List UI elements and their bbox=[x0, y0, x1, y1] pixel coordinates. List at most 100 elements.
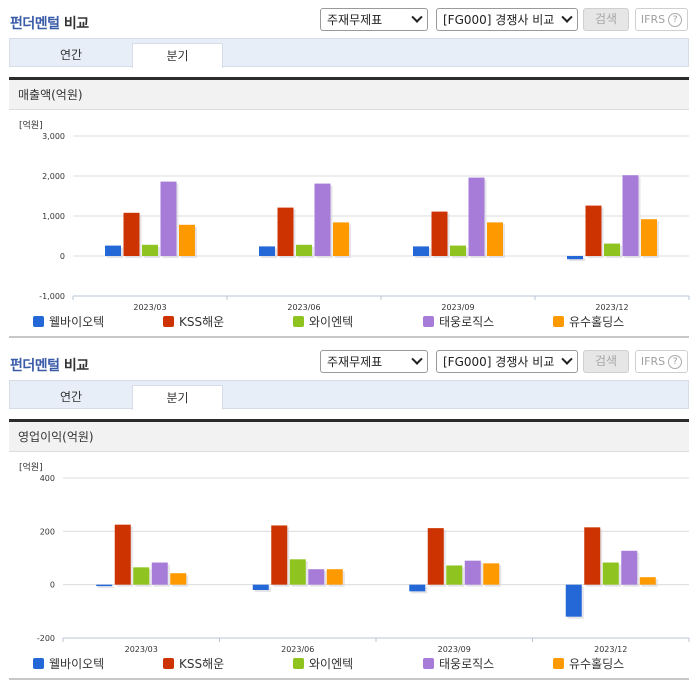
legend-swatch-icon bbox=[163, 658, 174, 669]
search-button[interactable]: 검색 bbox=[583, 8, 629, 31]
ifrs-button[interactable]: IFRS ? bbox=[635, 8, 688, 31]
bar[interactable] bbox=[259, 246, 275, 256]
legend-item[interactable]: 와이엔텍 bbox=[293, 313, 353, 330]
divider bbox=[9, 678, 689, 680]
x-tick-label: 2023/03 bbox=[133, 303, 166, 312]
bar[interactable] bbox=[105, 245, 121, 256]
legend-swatch-icon bbox=[293, 316, 304, 327]
bar[interactable] bbox=[604, 243, 620, 256]
bar[interactable] bbox=[413, 246, 429, 256]
compare-select[interactable]: [FG000] 경쟁사 비교 bbox=[436, 350, 578, 373]
help-icon: ? bbox=[668, 354, 683, 369]
x-tick-label: 2023/12 bbox=[595, 303, 628, 312]
legend-item[interactable]: KSS해운 bbox=[163, 655, 224, 672]
bar[interactable] bbox=[602, 562, 619, 585]
bar[interactable] bbox=[326, 569, 343, 585]
bar[interactable] bbox=[333, 222, 349, 256]
divider bbox=[9, 77, 689, 80]
bar[interactable] bbox=[96, 584, 113, 587]
title-suffix: 비교 bbox=[63, 16, 89, 32]
bar[interactable] bbox=[308, 569, 325, 585]
bar[interactable] bbox=[289, 559, 306, 585]
bar[interactable] bbox=[431, 211, 448, 256]
statement-select-value: 주재무제표 bbox=[327, 13, 383, 27]
chart-legend: 웰바이오텍 KSS해운 와이엔텍 태웅로직스 유수홀딩스 bbox=[0, 313, 696, 329]
period-tabs: 연간 분기 bbox=[9, 38, 689, 68]
bar[interactable] bbox=[585, 205, 602, 256]
legend-swatch-icon bbox=[293, 658, 304, 669]
bar[interactable] bbox=[277, 207, 294, 256]
bar[interactable] bbox=[314, 183, 331, 256]
legend-item[interactable]: 유수홀딩스 bbox=[553, 313, 624, 330]
section-title: 영업이익(억원) bbox=[9, 422, 689, 452]
search-button[interactable]: 검색 bbox=[583, 350, 629, 373]
compare-select[interactable]: [FG000] 경쟁사 비교 bbox=[436, 8, 578, 31]
panel-title: 펀더멘털 비교 bbox=[10, 355, 89, 375]
bar[interactable] bbox=[170, 573, 187, 585]
tab-quarterly[interactable]: 분기 bbox=[132, 385, 223, 410]
bar[interactable] bbox=[468, 177, 485, 256]
tab-quarterly[interactable]: 분기 bbox=[132, 43, 223, 68]
tab-annual[interactable]: 연간 bbox=[59, 390, 83, 404]
bar[interactable] bbox=[567, 256, 583, 260]
bar[interactable] bbox=[133, 567, 150, 585]
bar[interactable] bbox=[271, 525, 288, 585]
compare-select-value: [FG000] 경쟁사 비교 bbox=[443, 355, 555, 369]
legend-label: 유수홀딩스 bbox=[569, 657, 625, 671]
bar[interactable] bbox=[179, 224, 195, 256]
bar[interactable] bbox=[446, 565, 463, 585]
period-tabs: 연간 분기 bbox=[9, 380, 689, 410]
bar[interactable] bbox=[464, 560, 481, 585]
y-axis-unit: [억원] bbox=[19, 463, 43, 473]
legend-item[interactable]: 태웅로직스 bbox=[423, 313, 494, 330]
legend-label: KSS해운 bbox=[179, 315, 225, 329]
fundamental-compare-panel-operating-profit: 펀더멘털 비교 주재무제표 [FG000] 경쟁사 비교 검색 IFRS ? 연… bbox=[0, 342, 696, 684]
bar[interactable] bbox=[622, 175, 639, 256]
bar[interactable] bbox=[252, 584, 269, 590]
ifrs-button[interactable]: IFRS ? bbox=[635, 350, 688, 373]
bar[interactable] bbox=[409, 584, 426, 592]
legend-item[interactable]: KSS해운 bbox=[163, 313, 224, 330]
bar[interactable] bbox=[565, 584, 582, 617]
divider bbox=[9, 336, 689, 338]
x-tick-label: 2023/06 bbox=[287, 303, 320, 312]
section-title: 매출액(억원) bbox=[9, 80, 689, 110]
legend-item[interactable]: 태웅로직스 bbox=[423, 655, 494, 672]
bar[interactable] bbox=[160, 181, 177, 256]
compare-select-value: [FG000] 경쟁사 비교 bbox=[443, 13, 555, 27]
bar[interactable] bbox=[427, 528, 444, 585]
bar[interactable] bbox=[450, 245, 466, 256]
legend-label: 태웅로직스 bbox=[439, 657, 495, 671]
bar[interactable] bbox=[584, 527, 601, 585]
legend-item[interactable]: 유수홀딩스 bbox=[553, 655, 624, 672]
bar[interactable] bbox=[639, 577, 656, 585]
statement-select[interactable]: 주재무제표 bbox=[320, 350, 428, 373]
bar[interactable] bbox=[114, 524, 131, 585]
panel-title: 펀더멘털 비교 bbox=[10, 13, 89, 33]
bar[interactable] bbox=[487, 222, 503, 256]
help-icon: ? bbox=[668, 12, 683, 27]
legend-item[interactable]: 와이엔텍 bbox=[293, 655, 353, 672]
tab-annual[interactable]: 연간 bbox=[59, 48, 83, 62]
legend-label: 유수홀딩스 bbox=[569, 315, 625, 329]
bar[interactable] bbox=[641, 219, 657, 256]
legend-label: 태웅로직스 bbox=[439, 315, 495, 329]
legend-swatch-icon bbox=[163, 316, 174, 327]
bar[interactable] bbox=[142, 244, 158, 256]
bar[interactable] bbox=[151, 562, 168, 585]
y-axis-unit: [억원] bbox=[19, 121, 43, 131]
x-tick-label: 2023/03 bbox=[125, 645, 158, 654]
legend-item[interactable]: 웰바이오텍 bbox=[33, 655, 104, 672]
title-suffix: 비교 bbox=[63, 358, 89, 374]
bar[interactable] bbox=[621, 550, 638, 585]
x-tick-label: 2023/12 bbox=[594, 645, 627, 654]
legend-label: 와이엔텍 bbox=[309, 315, 354, 329]
y-tick-label: 1,000 bbox=[42, 212, 65, 221]
statement-select[interactable]: 주재무제표 bbox=[320, 8, 428, 31]
bar[interactable] bbox=[296, 244, 312, 256]
legend-label: 웰바이오텍 bbox=[49, 657, 105, 671]
legend-item[interactable]: 웰바이오텍 bbox=[33, 313, 104, 330]
bar[interactable] bbox=[123, 212, 140, 256]
bar[interactable] bbox=[483, 563, 500, 585]
legend-label: 웰바이오텍 bbox=[49, 315, 105, 329]
